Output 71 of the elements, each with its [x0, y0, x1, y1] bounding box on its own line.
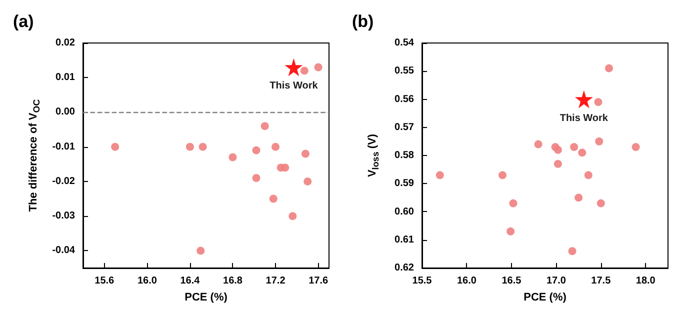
y-tick-label: -0.04 — [52, 245, 76, 256]
point — [260, 122, 269, 130]
point — [186, 142, 194, 151]
point — [574, 90, 593, 108]
x-tick-label: 15.6 — [94, 276, 115, 286]
point — [584, 171, 592, 180]
point — [228, 153, 237, 162]
point — [111, 142, 120, 151]
y-tick-label: 0.60 — [394, 206, 414, 218]
y-axis-title: The difference of VOC — [28, 98, 42, 212]
y-tick-label: 0.61 — [394, 234, 414, 246]
point — [632, 143, 640, 152]
x-tick-label: 17.2 — [266, 276, 286, 286]
point — [300, 66, 308, 75]
point — [604, 64, 613, 72]
x-tick-label: 16.8 — [223, 276, 243, 286]
x-tick-label: 18.0 — [636, 276, 656, 286]
point — [301, 150, 310, 158]
point — [568, 247, 576, 256]
chart-title: (b) — [352, 12, 374, 31]
y-tick-label: -0.03 — [52, 210, 76, 222]
y-tick-label: 0.57 — [394, 122, 414, 133]
y-tick-label: 0.56 — [394, 94, 414, 105]
point — [578, 148, 586, 157]
x-tick-label: 15.5 — [412, 276, 432, 286]
point — [498, 171, 507, 180]
point — [252, 174, 260, 182]
point — [272, 142, 280, 151]
series-label: This Work — [270, 80, 318, 92]
x-axis-title: PCE (%) — [524, 292, 567, 304]
point — [198, 142, 207, 151]
x-tick-label: 16.0 — [456, 276, 477, 286]
point — [570, 143, 578, 152]
chart-title: (a) — [13, 12, 34, 31]
point — [252, 146, 260, 154]
point — [509, 199, 518, 208]
point — [288, 212, 297, 220]
x-tick-label: 17.0 — [546, 276, 566, 286]
point — [574, 194, 583, 202]
point — [594, 98, 602, 106]
x-tick-label: 16.0 — [137, 276, 158, 286]
point — [304, 177, 312, 186]
y-tick-label: 0.59 — [394, 178, 414, 190]
y-tick-label: 0.01 — [56, 72, 76, 84]
y-tick-label: -0.02 — [52, 176, 76, 187]
y-tick-label: 0.54 — [394, 38, 414, 48]
point — [196, 246, 205, 255]
point — [596, 199, 605, 208]
point — [281, 164, 290, 172]
y-axis-title: Vloss (V) — [366, 134, 380, 178]
point — [554, 146, 562, 154]
x-tick-label: 16.5 — [502, 276, 522, 286]
point — [534, 140, 542, 148]
point — [284, 58, 303, 76]
y-tick-label: 0.00 — [56, 106, 76, 118]
y-tick-label: 0.58 — [394, 150, 414, 161]
point — [506, 227, 515, 236]
x-tick-label: 16.4 — [180, 276, 200, 286]
x-axis-title: PCE (%) — [184, 292, 228, 304]
y-tick-label: 0.55 — [394, 66, 414, 77]
y-tick-label: -0.01 — [52, 141, 76, 152]
point — [314, 63, 322, 72]
point — [595, 137, 604, 146]
y-tick-label: 0.62 — [394, 262, 414, 274]
series-label: This Work — [560, 112, 608, 124]
point — [436, 171, 444, 180]
x-tick-label: 17.5 — [591, 276, 612, 286]
x-tick-label: 17.6 — [308, 276, 328, 286]
point — [554, 160, 562, 168]
point — [269, 194, 278, 203]
y-tick-label: 0.02 — [56, 38, 76, 48]
